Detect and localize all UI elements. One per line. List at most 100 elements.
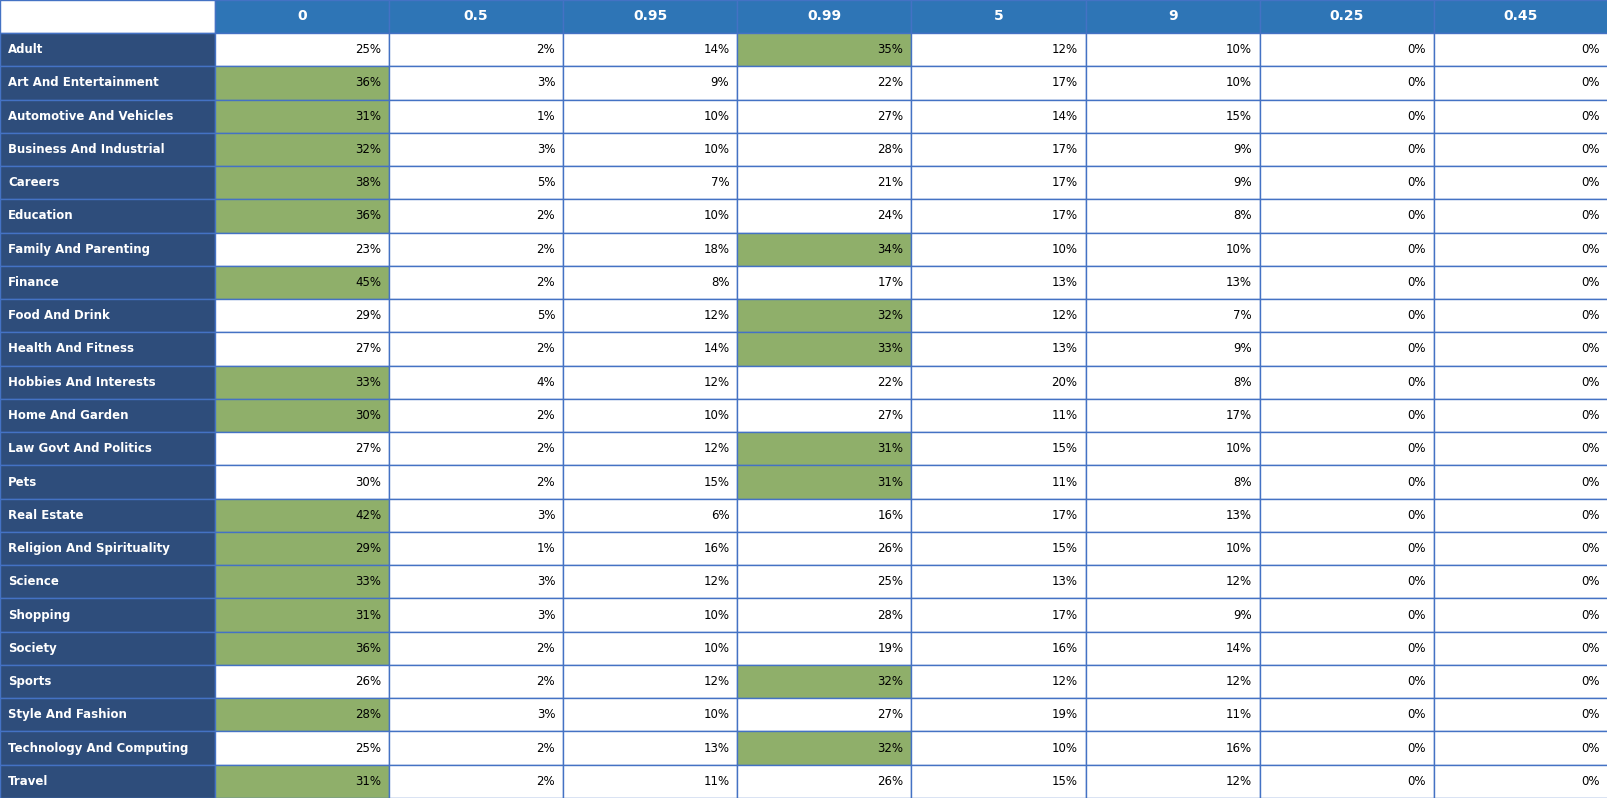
- Bar: [1085, 764, 1258, 798]
- Bar: [1433, 465, 1607, 499]
- Bar: [562, 299, 738, 332]
- Text: 27%: 27%: [877, 109, 903, 123]
- Text: 10%: 10%: [702, 609, 730, 622]
- Bar: [1433, 232, 1607, 266]
- Bar: [389, 565, 562, 598]
- Text: Family And Parenting: Family And Parenting: [8, 243, 149, 255]
- Bar: [738, 632, 911, 665]
- Text: 0%: 0%: [1406, 476, 1425, 488]
- Text: 0%: 0%: [1581, 409, 1599, 422]
- Text: Finance: Finance: [8, 276, 59, 289]
- Bar: [1085, 532, 1258, 565]
- Bar: [562, 465, 738, 499]
- Bar: [1433, 0, 1607, 33]
- Bar: [911, 299, 1085, 332]
- Text: Style And Fashion: Style And Fashion: [8, 709, 127, 721]
- Bar: [215, 465, 389, 499]
- Text: 2%: 2%: [537, 209, 554, 223]
- Bar: [1433, 266, 1607, 299]
- Bar: [1433, 433, 1607, 465]
- Text: 28%: 28%: [877, 143, 903, 156]
- Bar: [0, 332, 215, 365]
- Bar: [389, 266, 562, 299]
- Text: Careers: Careers: [8, 176, 59, 189]
- Bar: [562, 565, 738, 598]
- Bar: [389, 665, 562, 698]
- Text: 30%: 30%: [355, 409, 381, 422]
- Bar: [389, 698, 562, 732]
- Bar: [0, 732, 215, 764]
- Text: 1%: 1%: [537, 542, 554, 555]
- Text: 0%: 0%: [1406, 209, 1425, 223]
- Bar: [215, 33, 389, 66]
- Bar: [1433, 399, 1607, 433]
- Bar: [215, 100, 389, 132]
- Bar: [1258, 399, 1433, 433]
- Text: 5%: 5%: [537, 176, 554, 189]
- Text: 2%: 2%: [537, 476, 554, 488]
- Bar: [738, 465, 911, 499]
- Bar: [0, 632, 215, 665]
- Bar: [738, 266, 911, 299]
- Text: 12%: 12%: [1225, 575, 1250, 588]
- Bar: [1433, 764, 1607, 798]
- Text: 0%: 0%: [1406, 342, 1425, 355]
- Text: 10%: 10%: [702, 709, 730, 721]
- Text: 27%: 27%: [877, 709, 903, 721]
- Bar: [1258, 100, 1433, 132]
- Text: Travel: Travel: [8, 775, 48, 788]
- Bar: [215, 565, 389, 598]
- Text: 35%: 35%: [877, 43, 903, 56]
- Text: 14%: 14%: [702, 43, 730, 56]
- Bar: [389, 732, 562, 764]
- Text: 10%: 10%: [702, 109, 730, 123]
- Bar: [562, 532, 738, 565]
- Bar: [738, 200, 911, 232]
- Text: 7%: 7%: [1233, 309, 1250, 322]
- Text: 22%: 22%: [877, 376, 903, 389]
- Bar: [738, 33, 911, 66]
- Text: 0%: 0%: [1581, 575, 1599, 588]
- Text: 10%: 10%: [1051, 243, 1077, 255]
- Bar: [389, 332, 562, 365]
- Text: 17%: 17%: [1051, 176, 1077, 189]
- Bar: [1433, 332, 1607, 365]
- Bar: [0, 499, 215, 532]
- Bar: [1085, 299, 1258, 332]
- Text: 2%: 2%: [537, 409, 554, 422]
- Text: 32%: 32%: [877, 309, 903, 322]
- Text: 0%: 0%: [1406, 77, 1425, 89]
- Bar: [0, 266, 215, 299]
- Text: 0%: 0%: [1581, 376, 1599, 389]
- Bar: [562, 266, 738, 299]
- Text: 0%: 0%: [1581, 342, 1599, 355]
- Text: 2%: 2%: [537, 775, 554, 788]
- Bar: [1085, 698, 1258, 732]
- Text: 10%: 10%: [1225, 77, 1250, 89]
- Text: 0%: 0%: [1581, 143, 1599, 156]
- Bar: [1433, 200, 1607, 232]
- Bar: [215, 433, 389, 465]
- Bar: [1085, 100, 1258, 132]
- Bar: [1258, 532, 1433, 565]
- Text: 0%: 0%: [1406, 376, 1425, 389]
- Bar: [562, 66, 738, 100]
- Bar: [389, 33, 562, 66]
- Text: 9%: 9%: [710, 77, 730, 89]
- Text: 0%: 0%: [1406, 276, 1425, 289]
- Bar: [1433, 66, 1607, 100]
- Text: 38%: 38%: [355, 176, 381, 189]
- Text: 26%: 26%: [877, 775, 903, 788]
- Bar: [738, 598, 911, 632]
- Bar: [215, 266, 389, 299]
- Text: 33%: 33%: [877, 342, 903, 355]
- Bar: [389, 465, 562, 499]
- Text: 10%: 10%: [1225, 442, 1250, 456]
- Text: 0%: 0%: [1581, 243, 1599, 255]
- Bar: [0, 764, 215, 798]
- Bar: [1085, 565, 1258, 598]
- Bar: [215, 299, 389, 332]
- Text: 0%: 0%: [1581, 209, 1599, 223]
- Bar: [1433, 598, 1607, 632]
- Text: Food And Drink: Food And Drink: [8, 309, 109, 322]
